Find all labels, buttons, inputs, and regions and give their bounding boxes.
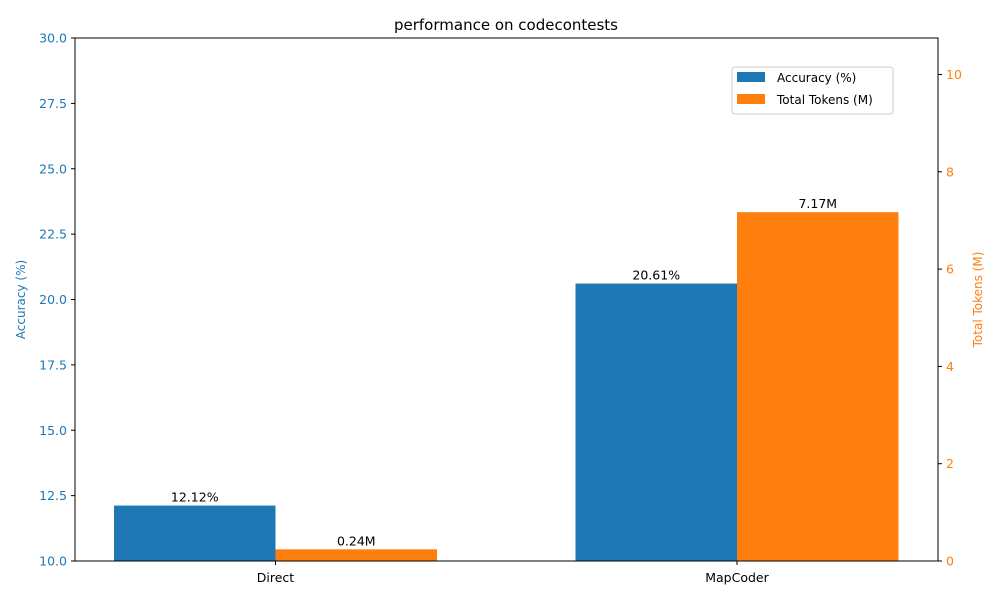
y-left-tick-label: 22.5 bbox=[39, 227, 67, 242]
bar-accuracy-mapcoder bbox=[575, 283, 737, 561]
legend-label-tokens: Total Tokens (M) bbox=[776, 93, 873, 107]
y-left-tick-label: 10.0 bbox=[39, 554, 67, 569]
x-tick-label-mapcoder: MapCoder bbox=[705, 570, 769, 585]
y-left-tick-label: 15.0 bbox=[39, 423, 67, 438]
legend-swatch-accuracy bbox=[737, 72, 765, 82]
x-tick-label-direct: Direct bbox=[257, 570, 295, 585]
y-left-tick-label: 30.0 bbox=[39, 31, 67, 46]
y-right-tick-label: 2 bbox=[946, 456, 954, 471]
data-label-tokens-mapcoder: 7.17M bbox=[798, 196, 837, 211]
bar-tokens-mapcoder bbox=[737, 212, 899, 562]
y-left-tick-label: 27.5 bbox=[39, 96, 67, 111]
legend-box bbox=[731, 66, 894, 115]
data-label-accuracy-direct: 12.12% bbox=[171, 490, 219, 505]
y-right-tick-label: 4 bbox=[946, 359, 954, 374]
chart-title: performance on codecontests bbox=[394, 16, 618, 34]
y-right-tick-label: 0 bbox=[946, 554, 954, 569]
y-right-tick-label: 8 bbox=[946, 164, 954, 179]
data-label-tokens-direct: 0.24M bbox=[337, 533, 376, 548]
bar-accuracy-direct bbox=[114, 505, 276, 561]
y-right-tick-label: 10 bbox=[946, 67, 962, 82]
legend-swatch-tokens bbox=[737, 94, 765, 104]
legend: Accuracy (%) Total Tokens (M) bbox=[731, 66, 894, 115]
legend-label-accuracy: Accuracy (%) bbox=[777, 71, 856, 85]
bar-tokens-direct bbox=[275, 549, 437, 561]
y-right-tick-label: 6 bbox=[946, 262, 954, 277]
y-left-tick-label: 12.5 bbox=[39, 488, 67, 503]
y-left-tick-label: 25.0 bbox=[39, 161, 67, 176]
y-left-tick-label: 17.5 bbox=[39, 357, 67, 372]
plot-frame bbox=[74, 37, 939, 562]
y-axis-left-label: Accuracy (%) bbox=[14, 260, 28, 339]
y-axis-right-label: Total Tokens (M) bbox=[971, 252, 985, 349]
data-label-accuracy-mapcoder: 20.61% bbox=[632, 268, 680, 283]
y-left-tick-label: 20.0 bbox=[39, 292, 67, 307]
